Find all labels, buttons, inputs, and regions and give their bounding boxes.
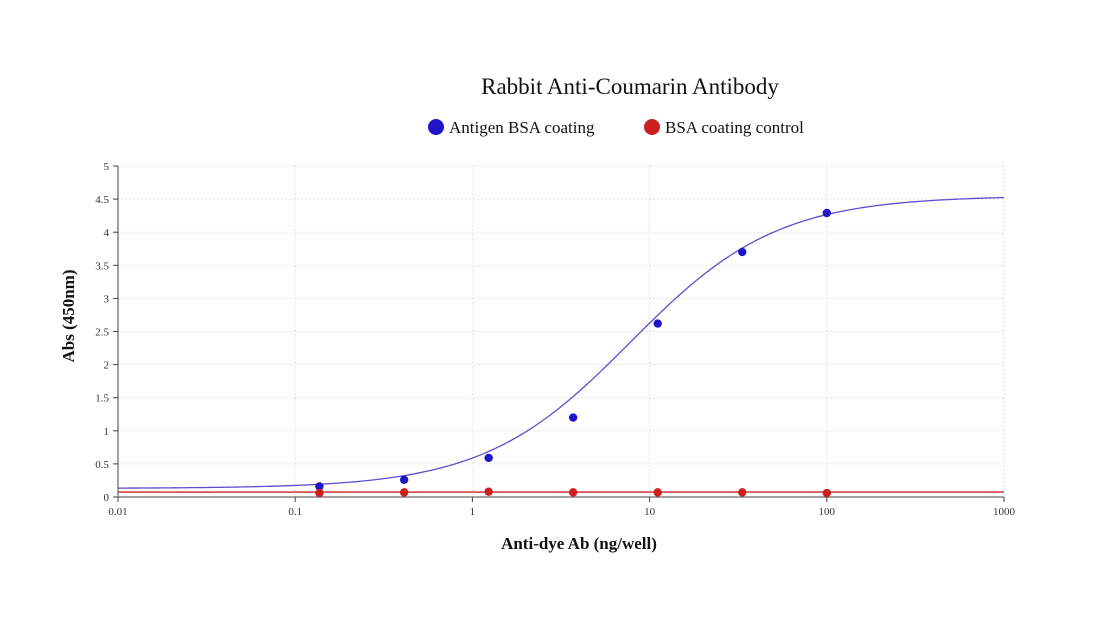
y-tick-label: 4 xyxy=(104,227,110,239)
x-axis-ticks: 0.01 0.1 1 10 100 1000 xyxy=(108,497,1016,518)
x-tick-label: 100 xyxy=(819,506,836,518)
data-point-bsa-control xyxy=(484,487,493,496)
x-tick-label: 0.01 xyxy=(108,506,127,518)
data-point-bsa-control xyxy=(315,488,324,498)
data-point-bsa-control xyxy=(653,488,662,497)
data-point-bsa-control xyxy=(399,488,409,497)
grid xyxy=(118,165,1005,497)
data-point-antigen-bsa xyxy=(399,475,409,484)
y-tick-label: 0.5 xyxy=(95,459,109,471)
data-point-bsa-control xyxy=(822,488,831,498)
y-axis-title: Abs (450nm) xyxy=(59,269,78,362)
legend-label-bsa-control: BSA coating control xyxy=(665,118,804,137)
chart-title: Rabbit Anti-Coumarin Antibody xyxy=(481,74,779,99)
fit-curves xyxy=(117,196,1005,493)
data-point-antigen-bsa xyxy=(315,482,324,491)
y-tick-label: 1.5 xyxy=(95,393,109,405)
data-points xyxy=(315,208,831,498)
data-point-antigen-bsa xyxy=(822,208,831,218)
x-axis-title: Anti-dye Ab (ng/well) xyxy=(501,534,657,553)
data-point-antigen-bsa xyxy=(653,319,662,328)
legend-marker-bsa-control xyxy=(644,119,660,135)
x-tick-label: 1 xyxy=(470,506,476,518)
y-tick-label: 3 xyxy=(104,293,110,305)
y-tick-label: 2.5 xyxy=(95,327,109,339)
data-point-antigen-bsa xyxy=(738,247,747,257)
y-tick-label: 2 xyxy=(104,360,110,372)
y-tick-label: 4.5 xyxy=(95,194,109,206)
y-tick-label: 3.5 xyxy=(95,260,109,272)
y-tick-label: 0 xyxy=(104,492,110,504)
y-axis-ticks: 0 0.5 1 1.5 2 2.5 3 3.5 4 4.5 5 xyxy=(95,161,118,504)
data-point-antigen-bsa xyxy=(484,453,493,463)
legend-label-antigen-bsa: Antigen BSA coating xyxy=(449,118,595,137)
data-point-bsa-control xyxy=(568,488,578,497)
x-tick-label: 0.1 xyxy=(288,506,302,518)
data-point-antigen-bsa xyxy=(568,413,578,422)
data-point-bsa-control xyxy=(738,488,747,497)
x-tick-label: 1000 xyxy=(993,506,1016,518)
y-tick-label: 1 xyxy=(104,426,110,438)
fit-curve-antigen-bsa xyxy=(117,196,1005,489)
legend-marker-antigen-bsa xyxy=(428,119,444,135)
x-tick-label: 10 xyxy=(644,506,656,518)
y-tick-label: 5 xyxy=(104,161,110,173)
legend: Antigen BSA coating BSA coating control xyxy=(428,118,804,137)
